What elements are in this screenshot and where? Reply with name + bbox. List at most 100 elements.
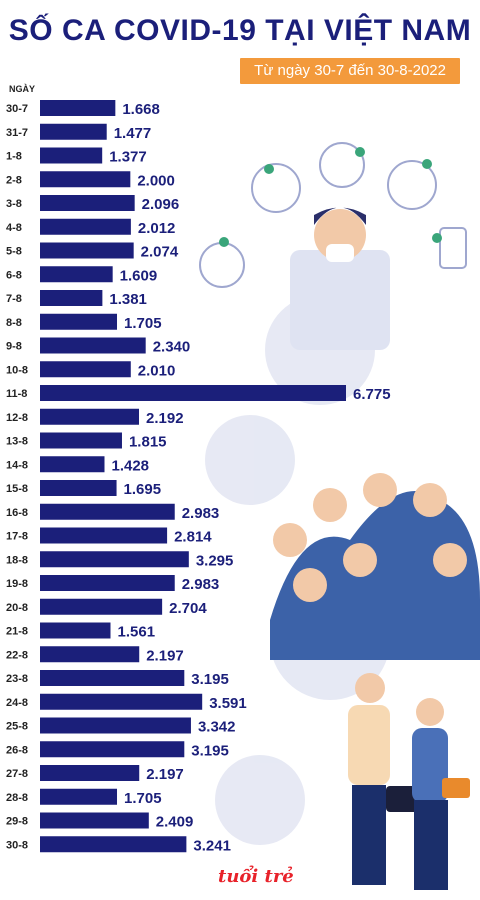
bar: [40, 788, 118, 805]
value-label: 1.377: [109, 149, 147, 166]
y-axis-label: NGÀY: [9, 84, 36, 94]
value-label: 3.195: [191, 742, 229, 759]
bar: [40, 290, 103, 306]
phone-icon: [439, 227, 467, 269]
bar: [40, 575, 175, 591]
category-label: 24-8: [6, 697, 28, 709]
bar: [40, 765, 140, 781]
category-label: 28-8: [6, 792, 28, 804]
category-label: 26-8: [6, 744, 28, 756]
value-label: 3.342: [198, 719, 236, 736]
bar: [40, 100, 116, 116]
category-label: 5-8: [6, 246, 22, 258]
category-label: 6-8: [6, 269, 22, 281]
category-label: 11-8: [6, 388, 27, 400]
value-label: 2.983: [182, 576, 220, 593]
value-label: 1.705: [124, 790, 162, 807]
bar: [40, 693, 203, 710]
walking-people-icon: [348, 673, 470, 890]
bar: [40, 361, 131, 378]
bar: [40, 171, 131, 188]
tuoi-tre-logo: tuổi trẻ: [218, 866, 294, 887]
bar: [40, 670, 185, 686]
bar: [40, 147, 103, 164]
value-label: 2.010: [138, 362, 176, 379]
category-label: 18-8: [6, 554, 28, 566]
hand-wash-icon: [387, 160, 437, 210]
bar: [40, 503, 175, 520]
value-label: 3.591: [209, 695, 247, 712]
bar: [40, 385, 346, 401]
value-label: 2.012: [138, 220, 176, 237]
value-label: 1.609: [120, 267, 158, 284]
bar: [40, 432, 122, 449]
bar: [40, 741, 185, 758]
bar: [40, 313, 118, 330]
category-label: 10-8: [6, 364, 28, 376]
date-range-badge: Từ ngày 30-7 đến 30-8-2022: [240, 58, 460, 84]
page-title: SỐ CA COVID-19 TẠI VIỆT NAM: [8, 14, 472, 47]
bar: [40, 551, 189, 568]
value-label: 2.192: [146, 410, 184, 427]
value-label: 3.241: [193, 837, 231, 854]
category-label: 1-8: [6, 151, 22, 163]
category-label: 8-8: [6, 317, 22, 329]
category-label: 2-8: [6, 174, 22, 186]
category-label: 21-8: [6, 626, 28, 638]
category-label: 17-8: [6, 531, 28, 543]
category-label: 25-8: [6, 721, 28, 733]
category-label: 13-8: [6, 436, 28, 448]
value-label: 2.096: [142, 196, 180, 213]
value-label: 2.074: [141, 244, 179, 261]
category-label: 27-8: [6, 768, 28, 780]
value-label: 1.815: [129, 434, 167, 451]
value-label: 3.295: [196, 552, 234, 569]
value-label: 6.775: [353, 386, 391, 403]
value-label: 2.197: [146, 766, 184, 783]
category-label: 31-7: [6, 127, 28, 139]
category-label: 9-8: [6, 341, 22, 353]
bar: [40, 266, 113, 283]
category-label: 15-8: [6, 483, 28, 495]
value-label: 1.705: [124, 315, 162, 332]
category-label: 12-8: [6, 412, 28, 424]
value-label: 1.668: [122, 101, 160, 118]
value-label: 2.409: [156, 814, 194, 831]
value-label: 1.695: [124, 481, 162, 498]
virus-icon: [215, 755, 305, 845]
category-label: 19-8: [6, 578, 28, 590]
bar: [40, 195, 135, 211]
category-label: 23-8: [6, 673, 28, 685]
virus-icon: [205, 415, 295, 505]
value-label: 2.340: [153, 339, 191, 356]
bar: [40, 717, 191, 734]
bar: [40, 242, 134, 259]
crowd-icon: [270, 473, 480, 660]
nurse-icon: [319, 142, 365, 188]
value-label: 2.000: [137, 172, 175, 189]
value-label: 2.197: [146, 647, 184, 664]
bar: [40, 456, 105, 473]
category-label: 29-8: [6, 816, 28, 828]
bar: [40, 646, 140, 663]
people-icon: [251, 163, 301, 213]
bar: [40, 836, 187, 853]
bar: [40, 408, 140, 425]
value-label: 1.477: [114, 125, 152, 142]
bar: [40, 812, 149, 829]
bar: [40, 123, 107, 140]
category-label: 4-8: [6, 222, 22, 234]
value-label: 1.561: [118, 624, 156, 641]
value-label: 2.814: [174, 529, 212, 546]
category-label: 14-8: [6, 459, 28, 471]
bar: [40, 337, 146, 354]
category-label: 30-8: [6, 839, 28, 851]
category-label: 22-8: [6, 649, 28, 661]
doctor-icon: [290, 207, 390, 350]
bar: [40, 598, 163, 615]
bar: [40, 527, 168, 544]
bar: [40, 480, 117, 496]
category-label: 30-7: [6, 103, 28, 115]
